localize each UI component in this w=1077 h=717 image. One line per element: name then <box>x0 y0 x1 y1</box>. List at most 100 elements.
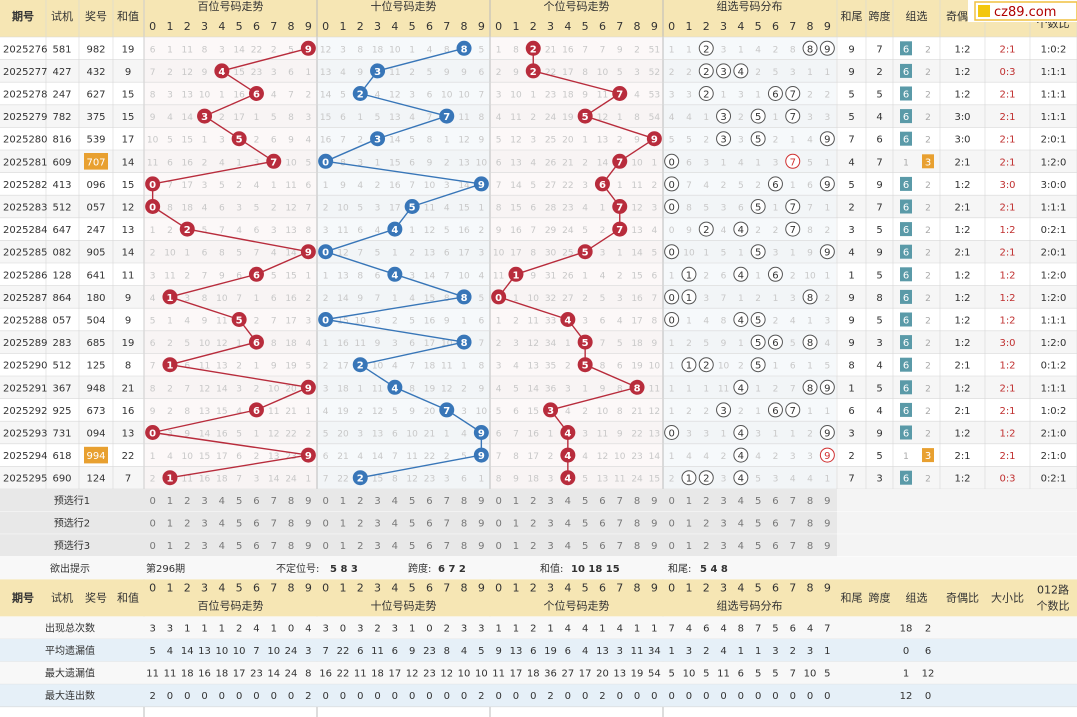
miss-value: 3 <box>807 452 813 462</box>
stat-value: 1 <box>738 646 744 657</box>
miss-value: 8 <box>496 204 502 214</box>
miss-value: 3 <box>184 294 190 304</box>
stat-label: 平均遗漏值 <box>45 644 95 657</box>
miss-value: 14 <box>182 113 194 123</box>
miss-value: 22 <box>631 430 642 440</box>
miss-value: 2 <box>530 113 536 123</box>
miss-value: 5 <box>686 136 692 146</box>
miss-value: 16 <box>389 181 401 191</box>
preselect-row-bg <box>0 489 837 512</box>
miss-value: 4 <box>340 68 346 78</box>
miss-value: 9 <box>807 249 813 259</box>
ge-digit-label: 7 <box>616 225 623 236</box>
miss-value: 4 <box>219 158 225 168</box>
miss-value: 5 <box>184 339 190 349</box>
miss-value: 2 <box>392 317 398 327</box>
shi-trend-line <box>325 318 465 343</box>
group-selection-digit: 9 <box>824 44 830 55</box>
bai-trend-line <box>204 92 257 117</box>
miss-value: 6 <box>496 158 502 168</box>
row-tail: 4 <box>848 248 854 259</box>
row-oddeven: 1:2 <box>954 270 970 281</box>
preselect-digit: 5 <box>409 541 415 552</box>
row-prize: 124 <box>86 474 105 485</box>
miss-value: 2 <box>686 339 692 349</box>
miss-value: 12 <box>458 136 469 146</box>
stat-value: 10 <box>683 669 696 680</box>
miss-value: 1 <box>496 317 502 327</box>
header-digit: 9 <box>478 20 485 33</box>
group-badge <box>900 470 912 485</box>
ge-digit-ball <box>612 221 628 237</box>
row-span: 4 <box>876 112 882 123</box>
ge-digit-ball <box>577 244 593 260</box>
row-issue: 2025279 <box>3 112 48 123</box>
row-group-alt: 2 <box>925 91 931 101</box>
miss-value: 2 <box>773 136 779 146</box>
preselect-digit: 2 <box>184 519 190 530</box>
row-sum: 17 <box>122 135 135 146</box>
miss-value: 16 <box>285 294 297 304</box>
bai-digit-ball <box>300 379 316 395</box>
miss-value: 4 <box>600 271 606 281</box>
group-selection-digit: 1 <box>686 474 692 485</box>
stat-value: 18 <box>181 669 194 680</box>
miss-value: 5 <box>288 45 294 55</box>
miss-value: 1 <box>686 384 692 394</box>
stat-value: 4 <box>461 646 467 657</box>
miss-value: 8 <box>478 113 484 123</box>
miss-value: 7 <box>686 181 692 191</box>
miss-value: 4 <box>375 91 381 101</box>
row-group-alt: 2 <box>925 430 931 440</box>
header-prize: 奖号 <box>85 9 107 23</box>
miss-value: 2 <box>323 362 329 372</box>
preselect-digit: 3 <box>201 519 207 530</box>
miss-value: 9 <box>651 339 657 349</box>
group-selection-digit: 0 <box>668 248 674 259</box>
miss-value: 1 <box>461 317 467 327</box>
miss-value: 1 <box>461 362 467 372</box>
miss-value: 6 <box>409 158 415 168</box>
miss-value: 3 <box>236 204 242 214</box>
header-digit: 2 <box>357 20 364 33</box>
preselect-digit: 8 <box>288 541 294 552</box>
miss-value: 14 <box>285 249 297 259</box>
miss-value: 14 <box>199 430 211 440</box>
bottom-header-digit: 5 <box>236 581 243 594</box>
ge-digit-label: 1 <box>512 270 519 281</box>
miss-value: 3 <box>202 181 208 191</box>
preselect-digit: 6 <box>772 541 778 552</box>
preselect-digit: 4 <box>392 519 398 530</box>
miss-value: 2 <box>755 181 761 191</box>
miss-value: 12 <box>320 45 331 55</box>
row-group: 6 <box>903 270 909 281</box>
miss-value: 9 <box>375 339 381 349</box>
watermark-text: cz89.com <box>994 5 1056 20</box>
ge-trend-line <box>584 364 638 388</box>
miss-value: 11 <box>458 113 469 123</box>
ge-digit-ball <box>560 312 576 327</box>
bai-digit-ball <box>248 266 264 282</box>
miss-value: 18 <box>285 339 297 349</box>
preselect-digit: 5 <box>236 519 242 530</box>
miss-value: 1 <box>409 226 415 236</box>
miss-value: 12 <box>441 384 452 394</box>
group-selection-circle <box>733 63 749 79</box>
preselect-digit: 1 <box>513 541 519 552</box>
bai-trend-line <box>152 431 309 456</box>
miss-value: 10 <box>476 158 488 168</box>
row-group-alt: 2 <box>925 271 931 281</box>
shi-digit-label: 3 <box>374 135 381 146</box>
miss-value: 14 <box>320 91 332 101</box>
preselect-digit: 6 <box>253 496 259 507</box>
preselect-digit: 8 <box>634 541 640 552</box>
miss-value: 2 <box>669 68 675 78</box>
preselect-digit: 4 <box>219 541 225 552</box>
miss-value: 14 <box>597 158 609 168</box>
stat-value: 0 <box>409 691 415 702</box>
row-prize: 673 <box>86 406 105 417</box>
header-digit: 7 <box>616 20 623 33</box>
miss-value: 19 <box>562 113 574 123</box>
miss-value: 5 <box>271 271 277 281</box>
preselect-label: 预选行3 <box>54 539 90 552</box>
